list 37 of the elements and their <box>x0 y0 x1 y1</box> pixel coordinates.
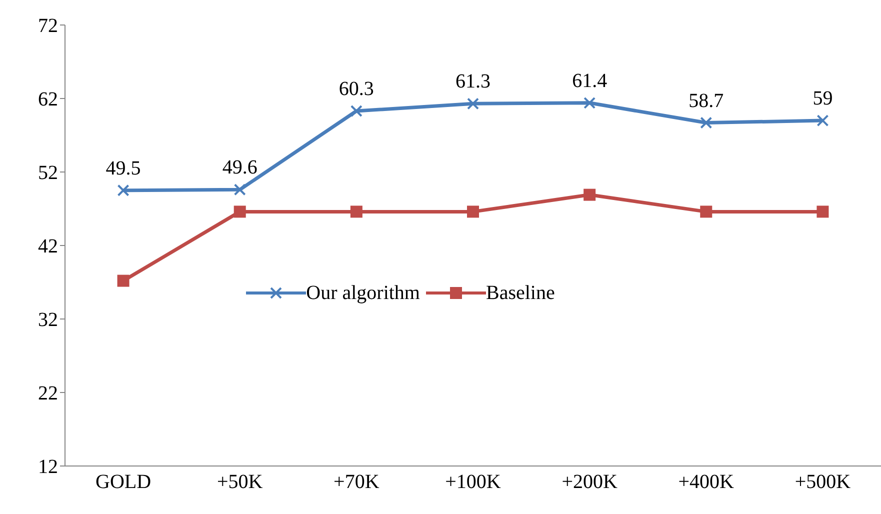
point <box>234 206 246 218</box>
y-tick-label: 22 <box>38 382 58 405</box>
y-tick-label: 72 <box>38 15 58 38</box>
point <box>350 206 362 218</box>
legend-label: Baseline <box>486 282 555 304</box>
data-label: 61.4 <box>572 70 608 92</box>
point <box>467 206 479 218</box>
y-tick-label: 42 <box>38 236 58 258</box>
x-tick-label: +400K <box>678 471 735 494</box>
point <box>584 188 596 201</box>
point <box>234 184 246 196</box>
y-tick-label: 12 <box>38 456 58 478</box>
x-tick-label: +200K <box>562 471 618 494</box>
x-tick-label: +70K <box>334 471 380 494</box>
x-tick-label: GOLD <box>96 471 152 494</box>
point <box>117 184 130 196</box>
point <box>584 96 596 109</box>
y-tick-label: 62 <box>38 88 58 111</box>
data-label: 59 <box>812 88 833 110</box>
point <box>700 116 712 129</box>
point <box>467 98 479 110</box>
data-label: 58.7 <box>688 90 724 112</box>
y-tick-label: 52 <box>38 162 58 184</box>
y-tick-label: 32 <box>38 309 58 332</box>
point <box>816 206 829 218</box>
point <box>816 114 829 127</box>
data-label: 49.6 <box>222 156 258 179</box>
x-tick-label: +50K <box>216 471 264 494</box>
data-label: 49.5 <box>106 157 141 180</box>
data-label: 61.3 <box>456 70 490 93</box>
x-tick-label: +500K <box>794 471 852 494</box>
data-label: 60.3 <box>338 78 374 100</box>
point <box>700 206 712 218</box>
x-tick-label: +100K <box>445 471 502 494</box>
point <box>350 104 362 117</box>
point <box>117 274 130 287</box>
legend-label: Our algorithm <box>306 282 420 304</box>
